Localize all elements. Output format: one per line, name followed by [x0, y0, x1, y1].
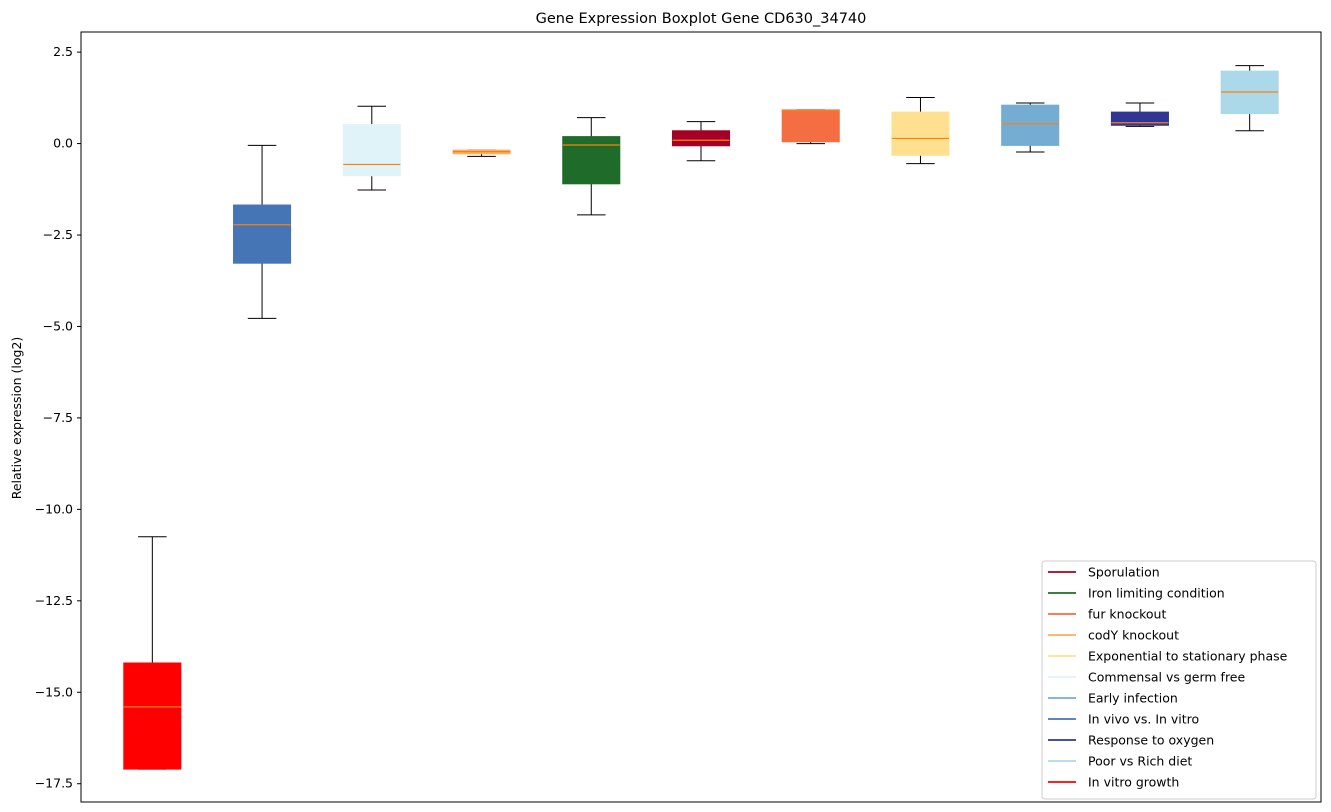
legend-label: In vitro growth	[1088, 775, 1179, 790]
box-body	[671, 130, 731, 147]
y-tick-label: −7.5	[43, 410, 73, 425]
legend-label: Response to oxygen	[1088, 733, 1214, 748]
box-body	[1001, 104, 1060, 146]
box-body	[891, 111, 950, 156]
box-body	[342, 124, 401, 177]
chart-title: Gene Expression Boxplot Gene CD630_34740	[536, 11, 867, 27]
box-iron-limiting-condition	[562, 117, 621, 216]
legend-label: codY knockout	[1088, 628, 1179, 643]
legend-frame	[1041, 560, 1317, 800]
plot-area	[123, 65, 1279, 770]
box-body	[233, 204, 292, 264]
legend-label: Exponential to stationary phase	[1088, 649, 1288, 664]
legend-label: Sporulation	[1088, 565, 1160, 580]
box-in-vivo-vs-in-vitro	[233, 144, 292, 319]
y-tick-label: −2.5	[43, 227, 73, 242]
legend-label: fur knockout	[1088, 607, 1166, 622]
box-body	[1110, 111, 1169, 126]
box-body	[562, 136, 621, 185]
box-body	[123, 662, 182, 770]
y-tick-label: −10.0	[35, 501, 73, 516]
box-poor-vs-rich-diet	[1220, 65, 1279, 132]
axes-frame	[80, 31, 1322, 803]
box-fur-knockout	[781, 109, 840, 145]
legend-label: Poor vs Rich diet	[1088, 754, 1192, 769]
y-tick-label: −17.5	[35, 776, 73, 791]
box-exponential-to-stationary-phase	[891, 96, 950, 165]
box-early-infection	[1001, 102, 1060, 153]
y-tick-label: −5.0	[43, 318, 73, 333]
y-axis: 2.5 0.0 −2.5 −5.0 −7.5 −10.0 −12.5 −15.0 −17.5	[35, 44, 81, 791]
legend-label: In vivo vs. In vitro	[1088, 712, 1199, 727]
legend: Sporulation Iron limiting condition fur kn…	[1041, 560, 1317, 800]
y-axis-label: Relative expression (log2)	[9, 337, 24, 500]
legend-label: Commensal vs germ free	[1088, 670, 1245, 685]
box-in-vitro-growth	[123, 536, 182, 770]
box-commensal-vs-germ-free	[342, 105, 401, 191]
box-cody-knockout	[452, 149, 511, 157]
legend-label: Iron limiting condition	[1088, 586, 1225, 601]
legend-label: Early infection	[1088, 691, 1178, 706]
y-tick-label: 2.5	[53, 44, 73, 59]
box-body	[781, 109, 840, 143]
y-tick-label: 0.0	[53, 136, 73, 151]
y-tick-label: −12.5	[35, 593, 73, 608]
box-response-to-oxygen	[1110, 102, 1169, 127]
y-tick-label: −15.0	[35, 684, 73, 699]
box-sporulation	[671, 121, 731, 162]
